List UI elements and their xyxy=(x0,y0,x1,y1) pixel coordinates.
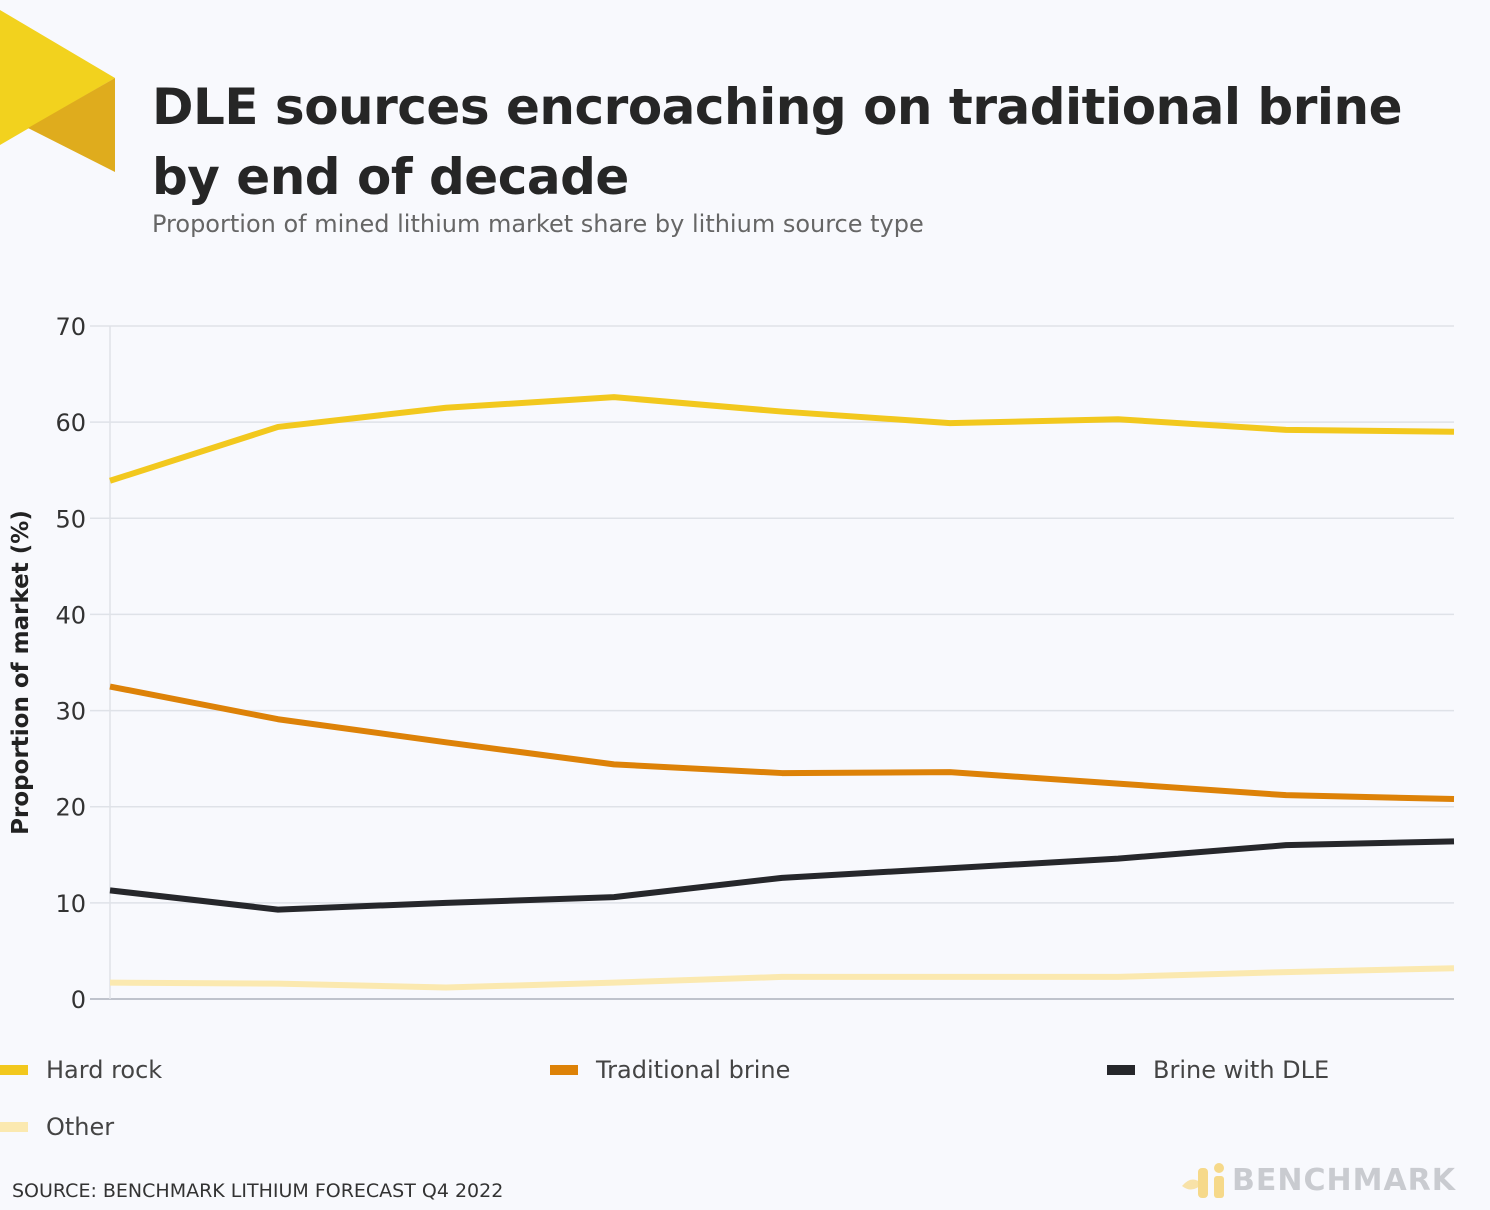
x-tick-label: 2027 xyxy=(919,1019,980,1020)
legend-swatch xyxy=(0,1065,28,1075)
y-tick-label: 50 xyxy=(55,505,86,533)
legend-label: Brine with DLE xyxy=(1153,1056,1330,1084)
legend-item: Hard rock xyxy=(0,1056,162,1084)
x-tick-label: 2022 xyxy=(79,1019,140,1020)
y-tick-label: 60 xyxy=(55,409,86,437)
y-tick-label: 10 xyxy=(55,890,86,918)
line-chart: 0102030405060702022202320242025202620272… xyxy=(8,313,1485,1020)
y-tick-label: 0 xyxy=(71,986,86,1014)
logo-text: BENCHMARK xyxy=(1232,1162,1457,1198)
legend-label: Other xyxy=(46,1113,115,1141)
chart-title: DLE sources encroaching on traditional b… xyxy=(152,78,1403,206)
y-axis-label: Proportion of market (%) xyxy=(8,510,34,835)
brand-corner-decoration xyxy=(0,10,115,172)
y-tick-label: 40 xyxy=(55,601,86,629)
series-line-hard-rock xyxy=(109,394,1455,484)
x-tick-label: 2025 xyxy=(583,1019,644,1020)
y-tick-label: 30 xyxy=(55,698,86,726)
legend-item: Traditional brine xyxy=(550,1056,790,1084)
series-line-traditional-brine xyxy=(109,683,1455,803)
source-note: SOURCE: BENCHMARK LITHIUM FORECAST Q4 20… xyxy=(12,1180,504,1202)
legend-item: Other xyxy=(0,1113,114,1141)
series-line-brine-with-dle xyxy=(109,838,1455,913)
benchmark-logo: BENCHMARK xyxy=(1180,1160,1456,1200)
legend-label: Hard rock xyxy=(46,1056,163,1084)
legend-label: Traditional brine xyxy=(596,1056,791,1084)
chart-subtitle: Proportion of mined lithium market share… xyxy=(152,210,924,238)
series-line-other xyxy=(109,965,1455,991)
x-tick-label: 2024 xyxy=(415,1019,476,1020)
legend-swatch xyxy=(0,1122,28,1132)
legend-swatch xyxy=(1107,1065,1135,1075)
x-tick-label: 2023 xyxy=(247,1019,308,1020)
x-tick-label: 2026 xyxy=(751,1019,812,1020)
y-tick-label: 20 xyxy=(55,794,86,822)
legend-item: Brine with DLE xyxy=(1107,1056,1329,1084)
x-tick-label: 2029 xyxy=(1255,1019,1316,1020)
legend-swatch xyxy=(550,1065,578,1075)
x-tick-label: 2028 xyxy=(1087,1019,1148,1020)
y-tick-label: 70 xyxy=(55,313,86,341)
benchmark-logo-icon xyxy=(1182,1163,1224,1198)
